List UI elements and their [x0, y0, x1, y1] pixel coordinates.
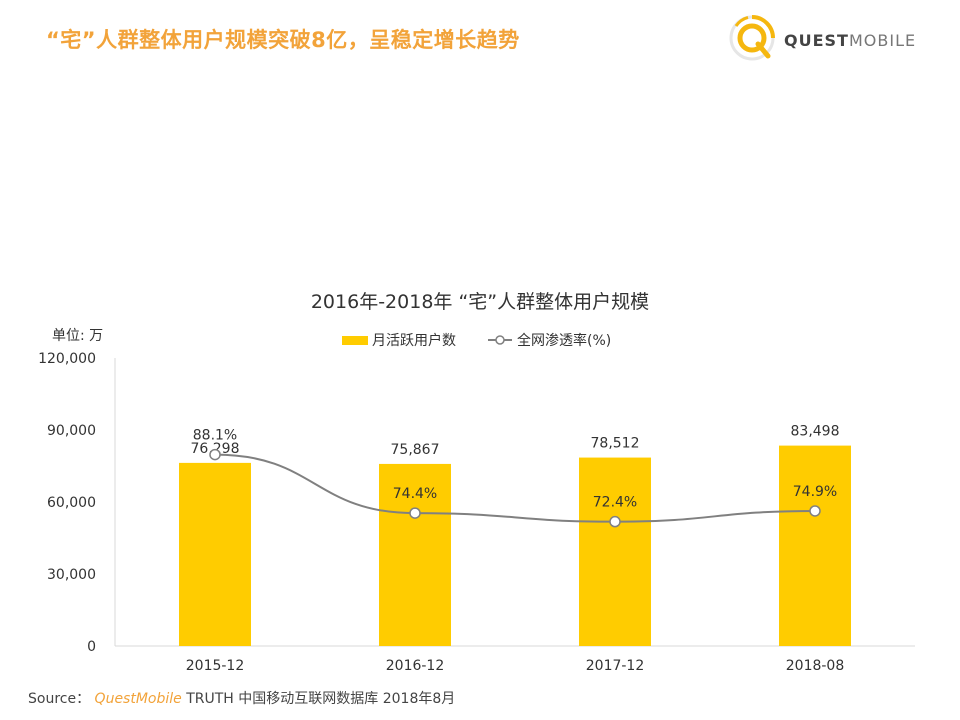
brand-name-light: MOBILE — [848, 31, 917, 50]
chart-legend: 月活跃用户数 全网渗透率(%) — [342, 332, 611, 349]
line-point — [809, 505, 821, 517]
legend-label-bar: 月活跃用户数 — [372, 332, 456, 349]
x-axis-labels: 2015-12 2016-12 2017-12 2018-08 — [186, 658, 845, 674]
legend-swatch-marker — [495, 335, 505, 345]
bar — [579, 457, 651, 646]
line-data-label: 72.4% — [593, 495, 637, 511]
unit-label: 单位: 万 — [52, 328, 103, 344]
penetration-line — [214, 453, 816, 523]
source-brand: QuestMobile — [94, 691, 182, 707]
line-point — [409, 507, 421, 519]
line-series: 88.1% 74.4% 72.4% 74.9% — [193, 428, 837, 528]
source-label: Source： — [28, 691, 91, 707]
bar — [779, 445, 851, 646]
line-point — [209, 448, 221, 461]
questmobile-logo-icon — [729, 15, 775, 61]
bar-data-label: 83,498 — [791, 424, 840, 440]
line-point — [609, 515, 621, 528]
y-tick-label: 30,000 — [47, 567, 96, 583]
y-tick-label: 120,000 — [38, 351, 96, 367]
bar-data-label: 78,512 — [591, 436, 640, 452]
brand-name-bold: QUEST — [784, 31, 849, 50]
x-tick-label: 2016-12 — [386, 658, 445, 674]
bar-data-label: 75,867 — [391, 442, 440, 458]
y-tick-label: 90,000 — [47, 423, 96, 439]
chart-title: 2016年-2018年 “宅”人群整体用户规模 — [311, 291, 649, 313]
y-tick-label: 0 — [87, 639, 96, 655]
legend-swatch-bar — [342, 336, 368, 345]
x-tick-label: 2017-12 — [586, 658, 645, 674]
y-tick-label: 60,000 — [47, 495, 96, 511]
legend-label-line: 全网渗透率(%) — [517, 332, 611, 349]
bar — [379, 463, 451, 646]
source-note: Source： QuestMobile TRUTH 中国移动互联网数据库 201… — [28, 688, 455, 708]
x-tick-label: 2018-08 — [786, 658, 845, 674]
line-data-label: 74.4% — [393, 486, 437, 502]
brand-logo: QUESTMOBILE — [728, 14, 928, 62]
source-text: TRUTH 中国移动互联网数据库 2018年8月 — [186, 691, 456, 707]
page-headline: “宅”人群整体用户规模突破8亿，呈稳定增长趋势 — [46, 28, 520, 52]
bar — [179, 462, 251, 646]
x-tick-label: 2015-12 — [186, 658, 245, 674]
line-data-label: 74.9% — [793, 484, 837, 500]
line-data-label: 88.1% — [193, 428, 237, 444]
